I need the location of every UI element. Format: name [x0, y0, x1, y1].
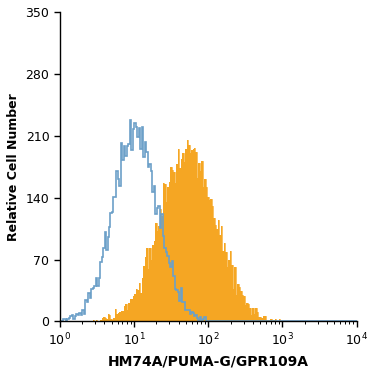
X-axis label: HM74A/PUMA-G/GPR109A: HM74A/PUMA-G/GPR109A — [108, 354, 309, 368]
Y-axis label: Relative Cell Number: Relative Cell Number — [7, 93, 20, 241]
